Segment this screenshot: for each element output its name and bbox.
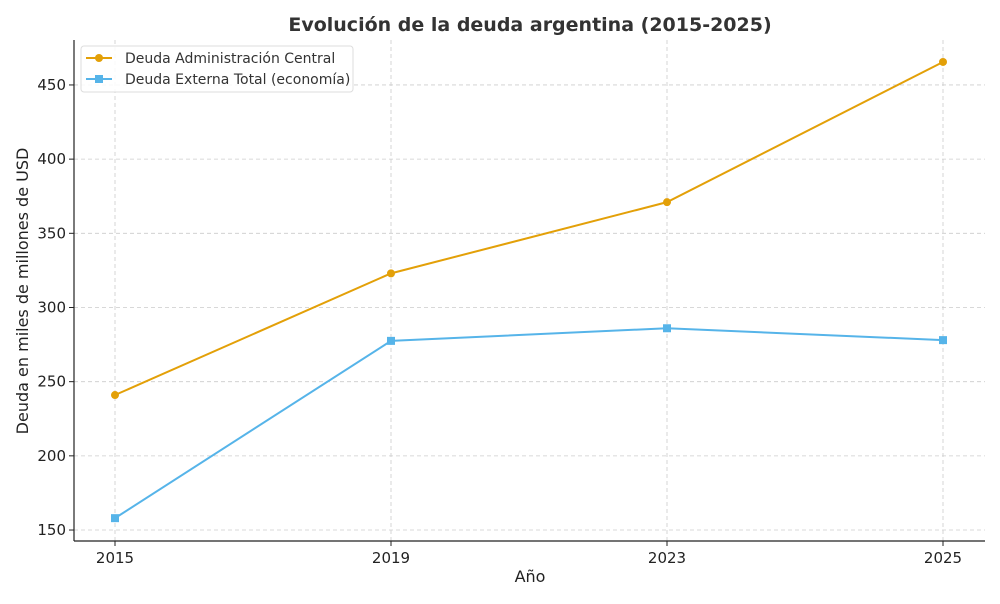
data-point xyxy=(663,324,671,333)
x-tick-label: 2025 xyxy=(924,549,962,567)
chart-title: Evolución de la deuda argentina (2015-20… xyxy=(288,14,771,36)
x-tick-label: 2015 xyxy=(96,549,134,567)
x-tick-label: 2023 xyxy=(648,549,686,567)
data-point xyxy=(939,336,947,345)
data-point xyxy=(663,198,671,207)
data-point xyxy=(939,57,947,66)
y-tick-label: 150 xyxy=(37,521,66,539)
series-line-0 xyxy=(114,61,944,396)
legend: Deuda Administración Central Deuda Extern… xyxy=(80,45,354,93)
x-tick-label: 2019 xyxy=(372,549,410,567)
data-point xyxy=(387,336,395,345)
legend-box xyxy=(80,45,354,93)
data-point xyxy=(387,269,395,278)
legend-label: Deuda Externa Total (economía) xyxy=(125,72,350,88)
series-line-1 xyxy=(114,327,944,519)
data-point xyxy=(95,75,103,83)
y-tick-label: 200 xyxy=(37,447,66,465)
legend-label: Deuda Administración Central xyxy=(125,51,335,67)
y-tick-label: 300 xyxy=(37,298,66,316)
y-tick-label: 250 xyxy=(37,373,66,391)
y-tick-label: 400 xyxy=(37,150,66,168)
y-tick-label: 350 xyxy=(37,224,66,242)
data-point xyxy=(95,54,103,62)
y-tick-label: 450 xyxy=(37,76,66,94)
y-axis-label: Deuda en miles de millones de USD xyxy=(13,148,32,435)
data-point xyxy=(111,514,119,523)
data-point xyxy=(111,391,119,400)
x-axis-label: Año xyxy=(515,567,546,586)
